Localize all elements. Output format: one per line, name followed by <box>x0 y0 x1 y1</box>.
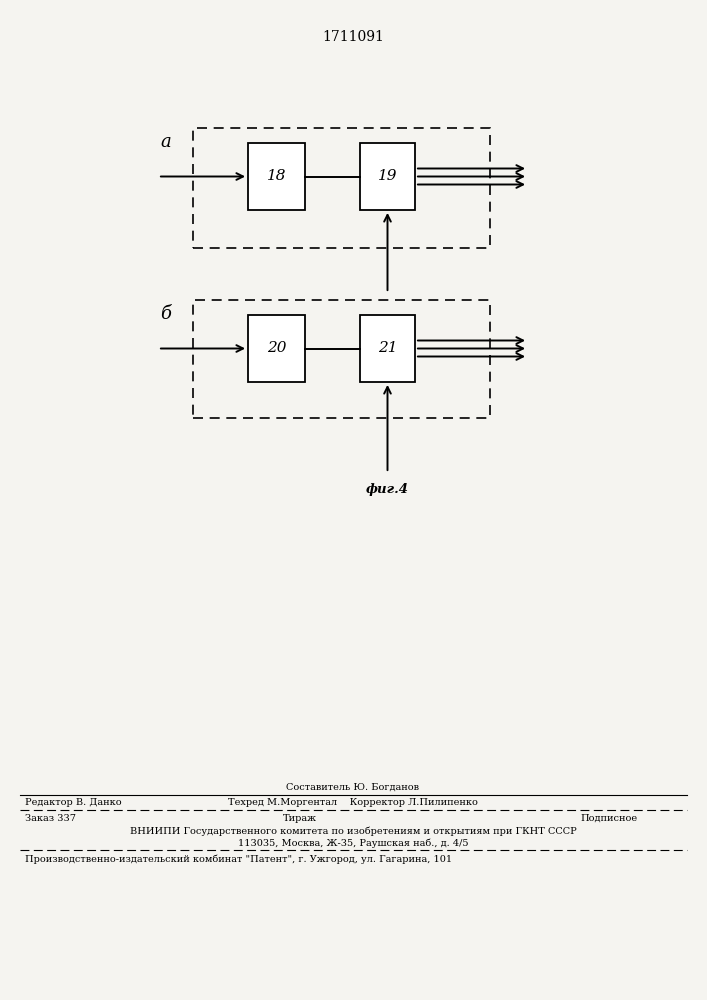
Text: фиг.4: фиг.4 <box>366 483 409 496</box>
Text: 18: 18 <box>267 169 286 184</box>
Bar <box>248 143 305 210</box>
Text: Подписное: Подписное <box>580 814 637 823</box>
Text: Тираж: Тираж <box>283 814 317 823</box>
Text: 20: 20 <box>267 342 286 356</box>
Text: 1711091: 1711091 <box>322 30 384 44</box>
Text: 19: 19 <box>378 169 397 184</box>
Bar <box>360 143 415 210</box>
Text: ВНИИПИ Государственного комитета по изобретениям и открытиям при ГКНТ СССР: ВНИИПИ Государственного комитета по изоб… <box>129 826 576 836</box>
Text: Производственно-издательский комбинат "Патент", г. Ужгород, ул. Гагарина, 101: Производственно-издательский комбинат "П… <box>25 854 452 863</box>
Bar <box>248 315 305 382</box>
Text: Техред М.Моргентал    Корректор Л.Пилипенко: Техред М.Моргентал Корректор Л.Пилипенко <box>228 798 478 807</box>
Text: Редактор В. Данко: Редактор В. Данко <box>25 798 122 807</box>
Text: Заказ 337: Заказ 337 <box>25 814 76 823</box>
Text: Составитель Ю. Богданов: Составитель Ю. Богданов <box>286 783 419 792</box>
Text: а: а <box>160 133 171 151</box>
Bar <box>360 315 415 382</box>
Bar <box>193 300 490 418</box>
Text: 21: 21 <box>378 342 397 356</box>
Text: 113035, Москва, Ж-35, Раушская наб., д. 4/5: 113035, Москва, Ж-35, Раушская наб., д. … <box>238 838 468 848</box>
Text: б: б <box>160 305 171 323</box>
Bar <box>193 128 490 248</box>
